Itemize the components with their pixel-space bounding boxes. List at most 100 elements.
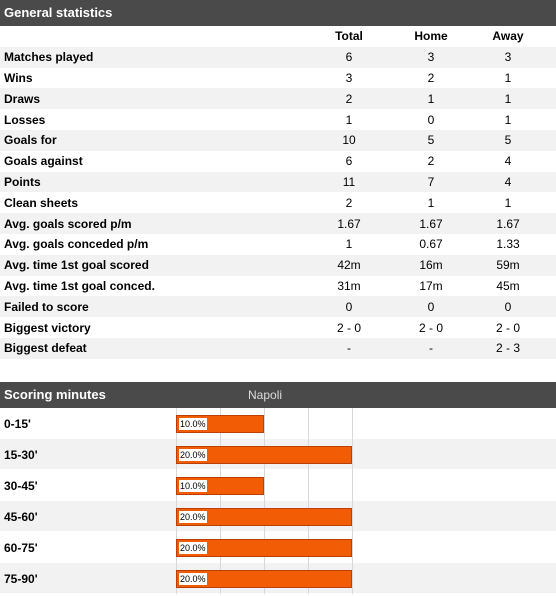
minute-range-label: 60-75': [4, 541, 38, 555]
stat-away: 0: [504, 299, 512, 314]
stat-total: 1: [345, 237, 353, 252]
scoring-bar: 20.0%: [176, 446, 352, 464]
table-row: Avg. goals conceded p/m 1 0.67 1.33: [0, 233, 556, 255]
general-statistics-table: Total Home Away Matches played 6 3 3 Wins 3 2 1…: [0, 26, 556, 359]
stat-total: 6: [345, 154, 353, 169]
stat-label: Failed to score: [4, 299, 89, 314]
stat-total: 0: [345, 299, 353, 314]
table-row: Biggest victory 2 - 0 2 - 0 2 - 0: [0, 317, 556, 338]
table-row: Goals against 6 2 4: [0, 150, 556, 172]
table-row: Clean sheets 2 1 1: [0, 192, 556, 214]
stat-away: 1: [504, 195, 512, 210]
bar-value-label: 10.0%: [179, 418, 207, 430]
stat-label: Wins: [4, 70, 33, 85]
list-item: 60-75' 20.0%: [0, 532, 556, 562]
grid-line: [220, 408, 221, 594]
table-row: Avg. time 1st goal conced. 31m 17m 45m: [0, 275, 556, 297]
stat-label: Losses: [4, 112, 46, 127]
stat-total: 11: [342, 174, 356, 189]
scoring-bar: 20.0%: [176, 539, 352, 557]
stat-away: 1.67: [496, 216, 520, 231]
stat-total: 31m: [337, 278, 361, 293]
stat-total: -: [347, 341, 351, 356]
table-row: Avg. goals scored p/m 1.67 1.67 1.67: [0, 213, 556, 234]
stat-home: 2: [427, 70, 435, 85]
stat-away: 4: [504, 174, 512, 189]
stat-home: 5: [427, 133, 435, 148]
stat-label: Avg. time 1st goal conced.: [4, 278, 155, 293]
stat-away: 1: [504, 91, 512, 106]
list-item: 30-45' 10.0%: [0, 470, 556, 500]
stat-label: Draws: [4, 91, 41, 106]
stat-total: 10: [342, 133, 356, 148]
stat-total: 42m: [337, 258, 361, 273]
stat-total: 3: [345, 70, 353, 85]
grid-line: [308, 408, 309, 594]
minute-range-label: 75-90': [4, 572, 38, 586]
table-row: Goals for 10 5 5: [0, 129, 556, 151]
stat-away: 59m: [496, 258, 520, 273]
list-item: 0-15' 10.0%: [0, 408, 556, 438]
stat-home: 1: [427, 195, 435, 210]
table-row: Points 11 7 4: [0, 171, 556, 193]
stat-away: 3: [504, 50, 512, 65]
table-row: Failed to score 0 0 0: [0, 296, 556, 318]
grid-line: [176, 408, 177, 594]
stat-home: 2: [427, 154, 435, 169]
stat-label: Matches played: [4, 50, 94, 65]
stat-away: 1: [504, 112, 512, 127]
table-row: Biggest defeat - - 2 - 3: [0, 337, 556, 359]
column-header-home: Home: [414, 29, 448, 44]
stat-away: 45m: [496, 278, 520, 293]
stat-away: 2 - 0: [495, 320, 520, 335]
table-row: Matches played 6 3 3: [0, 46, 556, 68]
list-item: 45-60' 20.0%: [0, 501, 556, 531]
table-row: Draws 2 1 1: [0, 88, 556, 110]
stat-away: 4: [504, 154, 512, 169]
stat-home: 17m: [419, 278, 443, 293]
stat-label: Biggest victory: [4, 320, 91, 335]
scoring-bar: 20.0%: [176, 508, 352, 526]
stat-total: 1.67: [337, 216, 361, 231]
stat-total: 2 - 0: [336, 320, 361, 335]
stat-home: 3: [427, 50, 435, 65]
bar-value-label: 20.0%: [179, 511, 207, 523]
stat-label: Points: [4, 174, 41, 189]
list-item: 75-90' 20.0%: [0, 563, 556, 593]
stat-label: Avg. goals scored p/m: [4, 216, 132, 231]
stat-away: 2 - 3: [495, 341, 520, 356]
minute-range-label: 45-60': [4, 510, 38, 524]
table-row: Avg. time 1st goal scored 42m 16m 59m: [0, 254, 556, 276]
general-statistics-header: General statistics: [0, 0, 556, 26]
stat-total: 1: [345, 112, 353, 127]
stat-away: 1.33: [496, 237, 520, 252]
table-row: Wins 3 2 1: [0, 67, 556, 89]
column-header-stat: [0, 26, 296, 47]
bar-value-label: 20.0%: [179, 542, 207, 554]
stat-total: 2: [345, 91, 353, 106]
bar-value-label: 20.0%: [179, 573, 207, 585]
stat-home: 1.67: [419, 216, 443, 231]
stat-label: Avg. goals conceded p/m: [4, 237, 149, 252]
stat-label: Goals against: [4, 154, 83, 169]
stat-home: 1: [427, 91, 435, 106]
stat-home: 0: [427, 299, 435, 314]
stat-home: 7: [427, 174, 435, 189]
stat-away: 1: [504, 70, 512, 85]
scoring-bar: 10.0%: [176, 415, 264, 433]
minute-range-label: 30-45': [4, 479, 38, 493]
scoring-bar: 20.0%: [176, 570, 352, 588]
stat-label: Clean sheets: [4, 195, 79, 210]
stat-home: 2 - 0: [418, 320, 443, 335]
table-header-row: Total Home Away: [0, 26, 556, 47]
stat-label: Biggest defeat: [4, 341, 87, 356]
grid-line: [264, 408, 265, 594]
stat-label: Goals for: [4, 133, 57, 148]
table-row: Losses 1 0 1: [0, 109, 556, 130]
stat-total: 6: [345, 50, 353, 65]
stat-home: -: [429, 341, 433, 356]
grid-line: [352, 408, 353, 594]
scoring-minutes-title: Scoring minutes: [4, 387, 106, 402]
scoring-bar: 10.0%: [176, 477, 264, 495]
minute-range-label: 0-15': [4, 417, 31, 431]
